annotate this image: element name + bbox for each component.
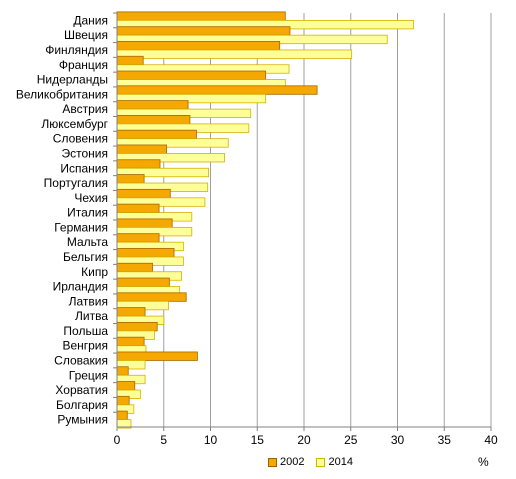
category-label: Мальта (67, 235, 108, 249)
x-tick-label: 5 (160, 433, 167, 447)
bar-2002 (116, 366, 129, 376)
bar-2002 (116, 292, 187, 302)
category-label: Болгария (56, 398, 108, 412)
category-label: Эстония (62, 146, 109, 160)
bar-2014 (116, 49, 353, 59)
legend-swatch-2002 (268, 457, 277, 467)
category-labels: ДанияШвецияФинляндияФранцияНидерландыВел… (16, 13, 109, 426)
bar-2002 (116, 129, 197, 140)
x-tick-label: 40 (484, 433, 498, 447)
category-label: Дания (73, 13, 108, 27)
legend: 2002 2014 (268, 456, 365, 468)
category-label: Франция (59, 58, 108, 72)
bar-2002 (116, 321, 158, 332)
bar-2002 (116, 410, 128, 421)
bar-2002 (116, 188, 171, 199)
legend-label-2002: 2002 (280, 456, 305, 468)
bar-2002 (116, 233, 160, 243)
category-label: Ирландия (53, 280, 108, 294)
bar-2002 (116, 174, 145, 184)
category-label: Бельгия (63, 250, 108, 264)
x-tick-label: 30 (391, 433, 405, 447)
bar-2002 (116, 262, 153, 273)
category-label: Хорватия (55, 383, 108, 397)
bar-2002 (116, 395, 130, 406)
category-label: Австрия (62, 102, 108, 116)
bars (116, 11, 414, 429)
bar-2002 (116, 100, 189, 110)
category-label: Латвия (69, 294, 108, 308)
bar-2002 (116, 114, 191, 125)
category-label: Люксембург (41, 117, 108, 131)
legend-item-2002: 2002 (268, 456, 304, 468)
bar-2002 (116, 41, 281, 51)
category-label: Румыния (57, 413, 108, 427)
category-label: Великобритания (16, 87, 108, 101)
x-tick-label: 0 (114, 433, 121, 447)
x-tick-label: 15 (251, 433, 265, 447)
category-label: Финляндия (45, 43, 108, 57)
category-label: Словения (53, 132, 108, 146)
bar-2002 (116, 277, 170, 287)
category-label: Польша (63, 324, 108, 338)
x-tick-label: 20 (297, 433, 311, 447)
category-label: Германия (54, 220, 108, 234)
x-axis-unit: % (478, 455, 489, 469)
category-label: Португалия (44, 176, 108, 190)
category-label: Италия (67, 206, 108, 220)
bar-2002 (116, 248, 175, 258)
bar-2002 (116, 70, 267, 80)
bar-2002 (116, 218, 173, 228)
x-tick-label: 10 (204, 433, 218, 447)
bar-2002 (116, 307, 146, 317)
category-label: Нидерланды (37, 73, 108, 87)
bar-2002 (116, 144, 167, 154)
legend-label-2014: 2014 (328, 456, 353, 468)
category-label: Швеция (64, 28, 108, 42)
bar-2002 (116, 336, 145, 347)
legend-item-2014: 2014 (316, 456, 353, 468)
bar-2002 (116, 203, 160, 214)
category-label: Литва (75, 309, 108, 323)
category-label: Испания (60, 161, 108, 175)
legend-swatch-2014 (316, 457, 326, 467)
category-label: Кипр (81, 265, 108, 279)
x-tick-label: 25 (344, 433, 358, 447)
bar-2002 (116, 55, 144, 66)
x-tick-label: 35 (438, 433, 452, 447)
category-label: Греция (69, 368, 108, 382)
bar-2002 (116, 11, 286, 21)
bar-2002 (116, 351, 198, 361)
bar-2002 (116, 85, 318, 95)
bar-2002 (116, 159, 161, 169)
category-label: Венгрия (62, 339, 108, 353)
category-label: Чехия (74, 191, 108, 205)
bar-2002 (116, 26, 291, 36)
bar-2002 (116, 381, 136, 391)
x-tick-labels: 0 5 10 15 20 25 30 35 40 (114, 433, 498, 447)
category-label: Словакия (54, 353, 108, 367)
